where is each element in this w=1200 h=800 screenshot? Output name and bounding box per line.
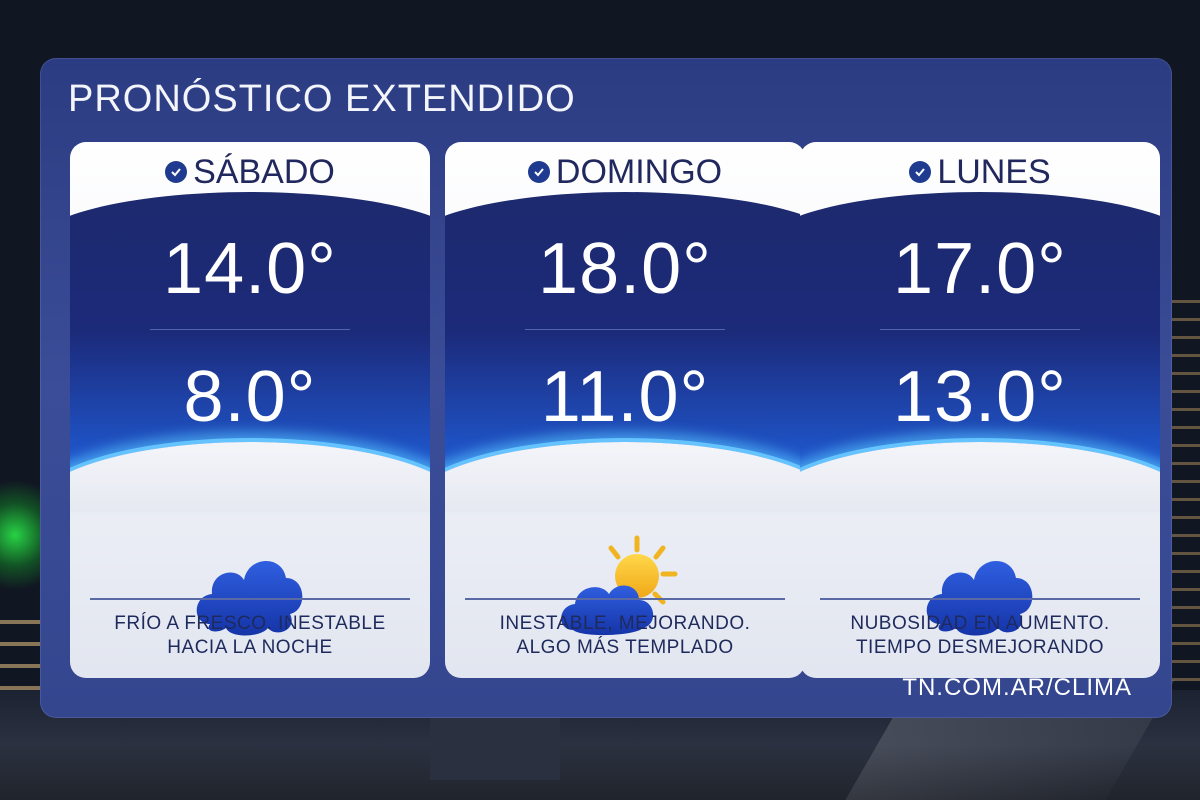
description-line: FRÍO A FRESCO. INESTABLE bbox=[114, 613, 386, 634]
day-header: DOMINGO bbox=[445, 142, 805, 202]
band-glow-edge bbox=[800, 442, 1160, 512]
min-temperature: 8.0° bbox=[183, 357, 317, 437]
day-name: DOMINGO bbox=[555, 152, 723, 191]
temperature-divider bbox=[525, 329, 725, 330]
description-line: HACIA LA NOCHE bbox=[167, 637, 333, 658]
check-icon bbox=[165, 161, 188, 183]
max-temperature: 14.0° bbox=[163, 229, 337, 309]
temperature-divider bbox=[880, 329, 1080, 330]
min-temperature: 11.0° bbox=[540, 357, 710, 437]
band-glow-edge bbox=[70, 442, 430, 512]
description-divider bbox=[820, 598, 1140, 600]
partly-cloudy-icon bbox=[445, 534, 805, 654]
forecast-card-monday: LUNES 17.0° 13.0° NUBOSIDAD EN AUMENTO. … bbox=[800, 142, 1160, 678]
forecast-card-sunday: DOMINGO 18.0° 11.0° bbox=[445, 142, 805, 678]
max-temperature: 18.0° bbox=[538, 229, 712, 309]
day-name: LUNES bbox=[937, 152, 1051, 191]
min-temperature: 13.0° bbox=[893, 357, 1067, 437]
day-name: SÁBADO bbox=[193, 152, 335, 191]
panel-title: PRONÓSTICO EXTENDIDO bbox=[68, 78, 576, 120]
forecast-panel: PRONÓSTICO EXTENDIDO SÁBADO 14.0° 8.0° bbox=[40, 58, 1172, 718]
forecast-description: NUBOSIDAD EN AUMENTO. TIEMPO DESMEJORAND… bbox=[810, 612, 1150, 660]
description-divider bbox=[90, 598, 410, 600]
description-divider bbox=[465, 598, 785, 600]
description-line: INESTABLE, MEJORANDO. bbox=[499, 613, 751, 634]
day-header: SÁBADO bbox=[70, 142, 430, 202]
description-line: ALGO MÁS TEMPLADO bbox=[516, 637, 734, 658]
temperature-divider bbox=[150, 329, 350, 330]
day-header: LUNES bbox=[800, 142, 1160, 202]
forecast-card-saturday: SÁBADO 14.0° 8.0° FRÍO A FRESCO. INESTAB… bbox=[70, 142, 430, 678]
description-line: NUBOSIDAD EN AUMENTO. bbox=[850, 613, 1110, 634]
website-url: TN.COM.AR/CLIMA bbox=[902, 674, 1132, 701]
description-line: TIEMPO DESMEJORANDO bbox=[855, 637, 1105, 658]
band-glow-edge bbox=[445, 442, 805, 512]
forecast-description: FRÍO A FRESCO. INESTABLE HACIA LA NOCHE bbox=[80, 612, 420, 660]
check-icon bbox=[527, 161, 550, 183]
forecast-description: INESTABLE, MEJORANDO. ALGO MÁS TEMPLADO bbox=[455, 612, 795, 660]
check-icon bbox=[909, 161, 932, 183]
max-temperature: 17.0° bbox=[893, 229, 1067, 309]
